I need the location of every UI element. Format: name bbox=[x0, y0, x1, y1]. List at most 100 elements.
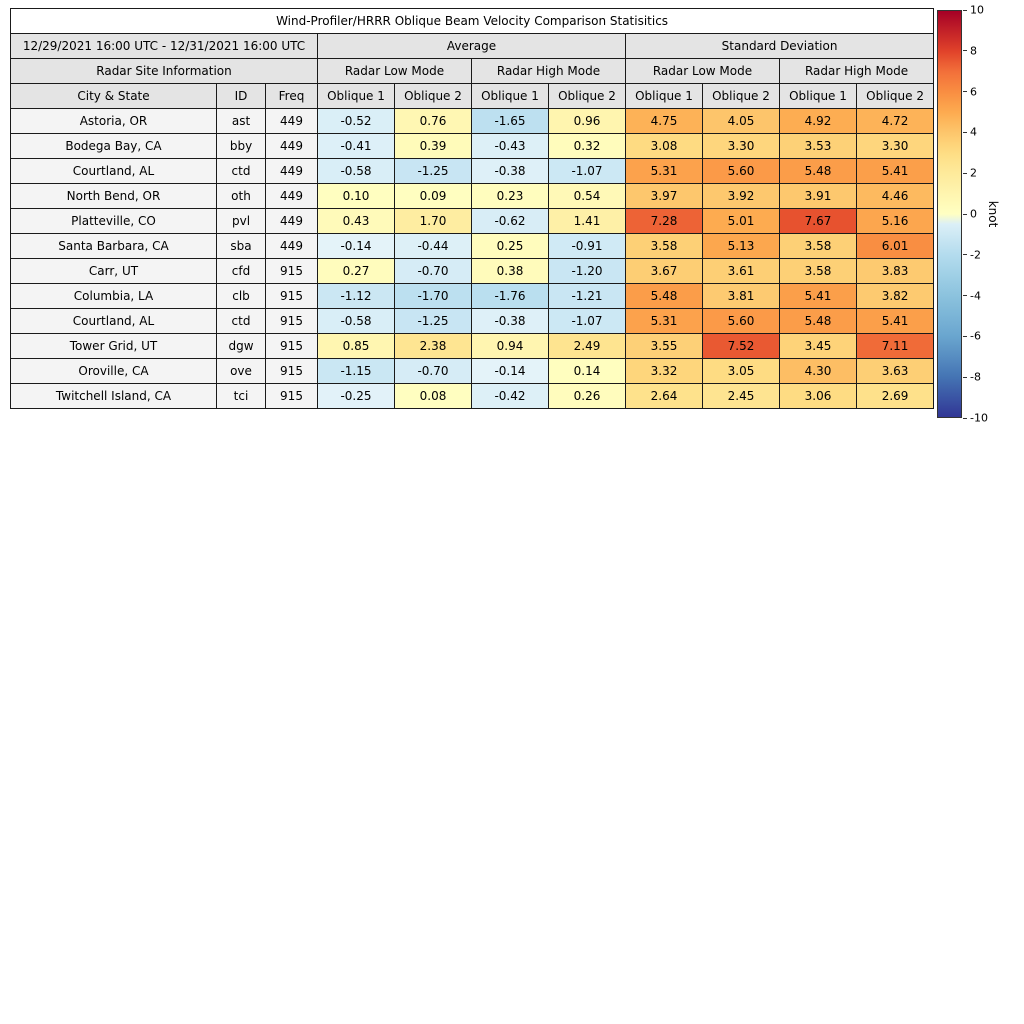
value-cell: 7.28 bbox=[625, 208, 703, 234]
value-cell: -1.21 bbox=[548, 283, 626, 309]
value-cell: -0.52 bbox=[317, 108, 395, 134]
header-std-low-mode: Radar Low Mode bbox=[625, 58, 780, 84]
city-cell: Platteville, CO bbox=[10, 208, 217, 234]
freq-cell: 915 bbox=[265, 283, 318, 309]
value-cell: 3.53 bbox=[779, 133, 857, 159]
value-cell: 2.49 bbox=[548, 333, 626, 359]
value-cell: 3.92 bbox=[702, 183, 780, 209]
id-cell: tci bbox=[216, 383, 266, 409]
freq-cell: 449 bbox=[265, 108, 318, 134]
colorbar-tick-label: 4 bbox=[970, 125, 977, 139]
value-cell: 0.39 bbox=[394, 133, 472, 159]
value-cell: -0.38 bbox=[471, 308, 549, 334]
value-cell: -1.65 bbox=[471, 108, 549, 134]
value-cell: 0.76 bbox=[394, 108, 472, 134]
colorbar-tick-label: -6 bbox=[970, 329, 981, 343]
city-cell: Courtland, AL bbox=[10, 158, 217, 184]
value-cell: 5.01 bbox=[702, 208, 780, 234]
value-cell: -0.42 bbox=[471, 383, 549, 409]
freq-cell: 915 bbox=[265, 333, 318, 359]
column-header-row: City & State ID Freq Oblique 1 Oblique 2… bbox=[10, 83, 935, 109]
colorbar-tick-label: 0 bbox=[970, 207, 977, 221]
id-cell: cfd bbox=[216, 258, 266, 284]
colorbar-tick-label: -10 bbox=[970, 411, 988, 425]
id-cell: ast bbox=[216, 108, 266, 134]
value-cell: 5.13 bbox=[702, 233, 780, 259]
value-cell: -0.43 bbox=[471, 133, 549, 159]
header-oblique-2: Oblique 2 bbox=[394, 83, 472, 109]
table-row: Bodega Bay, CA bby 449 -0.41 0.39 -0.43 0.32 3.… bbox=[10, 133, 935, 159]
value-cell: 4.92 bbox=[779, 108, 857, 134]
value-cell: 2.38 bbox=[394, 333, 472, 359]
id-cell: ove bbox=[216, 358, 266, 384]
value-cell: -0.14 bbox=[317, 233, 395, 259]
header-std-high-mode: Radar High Mode bbox=[778, 58, 935, 84]
value-cell: 3.81 bbox=[702, 283, 780, 309]
value-cell: 3.05 bbox=[702, 358, 780, 384]
value-cell: 3.91 bbox=[779, 183, 857, 209]
header-oblique-1: Oblique 1 bbox=[625, 83, 703, 109]
value-cell: -1.07 bbox=[548, 308, 626, 334]
table-title: Wind-Profiler/HRRR Oblique Beam Velocity… bbox=[9, 8, 935, 34]
value-cell: -1.70 bbox=[394, 283, 472, 309]
value-cell: 5.60 bbox=[702, 308, 780, 334]
colorbar-ticks: 10 8 6 4 2 0 -2 -4 -6 -8 -10 bbox=[962, 4, 1022, 425]
value-cell: 0.08 bbox=[394, 383, 472, 409]
value-cell: 3.08 bbox=[625, 133, 703, 159]
value-cell: -0.62 bbox=[471, 208, 549, 234]
value-cell: 0.26 bbox=[548, 383, 626, 409]
value-cell: 3.58 bbox=[625, 233, 703, 259]
colorbar-tick-label: -2 bbox=[970, 248, 981, 262]
id-cell: pvl bbox=[216, 208, 266, 234]
value-cell: 3.30 bbox=[855, 133, 935, 159]
value-cell: 0.54 bbox=[548, 183, 626, 209]
id-cell: oth bbox=[216, 183, 266, 209]
freq-cell: 449 bbox=[265, 158, 318, 184]
city-cell: Oroville, CA bbox=[10, 358, 217, 384]
mode-header-row: Radar Site Information Radar Low Mode Ra… bbox=[10, 58, 935, 84]
table-row: Oroville, CA ove 915 -1.15 -0.70 -0.14 0.14 3.3… bbox=[10, 358, 935, 384]
value-cell: 3.32 bbox=[625, 358, 703, 384]
value-cell: 3.63 bbox=[855, 358, 935, 384]
city-cell: Courtland, AL bbox=[10, 308, 217, 334]
city-cell: Bodega Bay, CA bbox=[10, 133, 217, 159]
colorbar-tick-mark bbox=[963, 213, 967, 215]
value-cell: 4.30 bbox=[779, 358, 857, 384]
value-cell: 3.58 bbox=[779, 233, 857, 259]
table-row: Carr, UT cfd 915 0.27 -0.70 0.38 -1.20 3.67 3.61… bbox=[10, 258, 935, 284]
value-cell: 5.48 bbox=[779, 158, 857, 184]
table-row: Twitchell Island, CA tci 915 -0.25 0.08 -0.42… bbox=[10, 383, 935, 409]
value-cell: 0.14 bbox=[548, 358, 626, 384]
value-cell: 3.97 bbox=[625, 183, 703, 209]
id-cell: dgw bbox=[216, 333, 266, 359]
table-row: Astoria, OR ast 449 -0.52 0.76 -1.65 0.96 4.75 4… bbox=[10, 108, 935, 134]
colorbar-tick-label: 8 bbox=[970, 44, 977, 58]
id-cell: ctd bbox=[216, 308, 266, 334]
value-cell: -0.38 bbox=[471, 158, 549, 184]
colorbar-tick-mark bbox=[963, 417, 967, 419]
value-cell: 5.31 bbox=[625, 308, 703, 334]
header-freq: Freq bbox=[265, 83, 318, 109]
value-cell: -1.20 bbox=[548, 258, 626, 284]
group-header-row: 12/29/2021 16:00 UTC - 12/31/2021 16:00 … bbox=[10, 33, 935, 59]
city-cell: Twitchell Island, CA bbox=[10, 383, 217, 409]
value-cell: -0.58 bbox=[317, 158, 395, 184]
value-cell: 5.16 bbox=[855, 208, 935, 234]
colorbar-tick-mark bbox=[963, 172, 967, 174]
table-row: Columbia, LA clb 915 -1.12 -1.70 -1.76 -1.21 5.… bbox=[10, 283, 935, 309]
header-city-state: City & State bbox=[10, 83, 217, 109]
colorbar-tick-label: 6 bbox=[970, 85, 977, 99]
value-cell: 5.41 bbox=[855, 158, 935, 184]
value-cell: 0.10 bbox=[317, 183, 395, 209]
city-cell: Tower Grid, UT bbox=[10, 333, 217, 359]
value-cell: -1.76 bbox=[471, 283, 549, 309]
header-oblique-2: Oblique 2 bbox=[702, 83, 780, 109]
value-cell: 3.30 bbox=[702, 133, 780, 159]
colorbar-tick-mark bbox=[963, 91, 967, 93]
value-cell: -1.15 bbox=[317, 358, 395, 384]
city-cell: North Bend, OR bbox=[10, 183, 217, 209]
value-cell: 0.43 bbox=[317, 208, 395, 234]
value-cell: 0.94 bbox=[471, 333, 549, 359]
colorbar-tick-label: -8 bbox=[970, 370, 981, 384]
value-cell: 3.06 bbox=[779, 383, 857, 409]
